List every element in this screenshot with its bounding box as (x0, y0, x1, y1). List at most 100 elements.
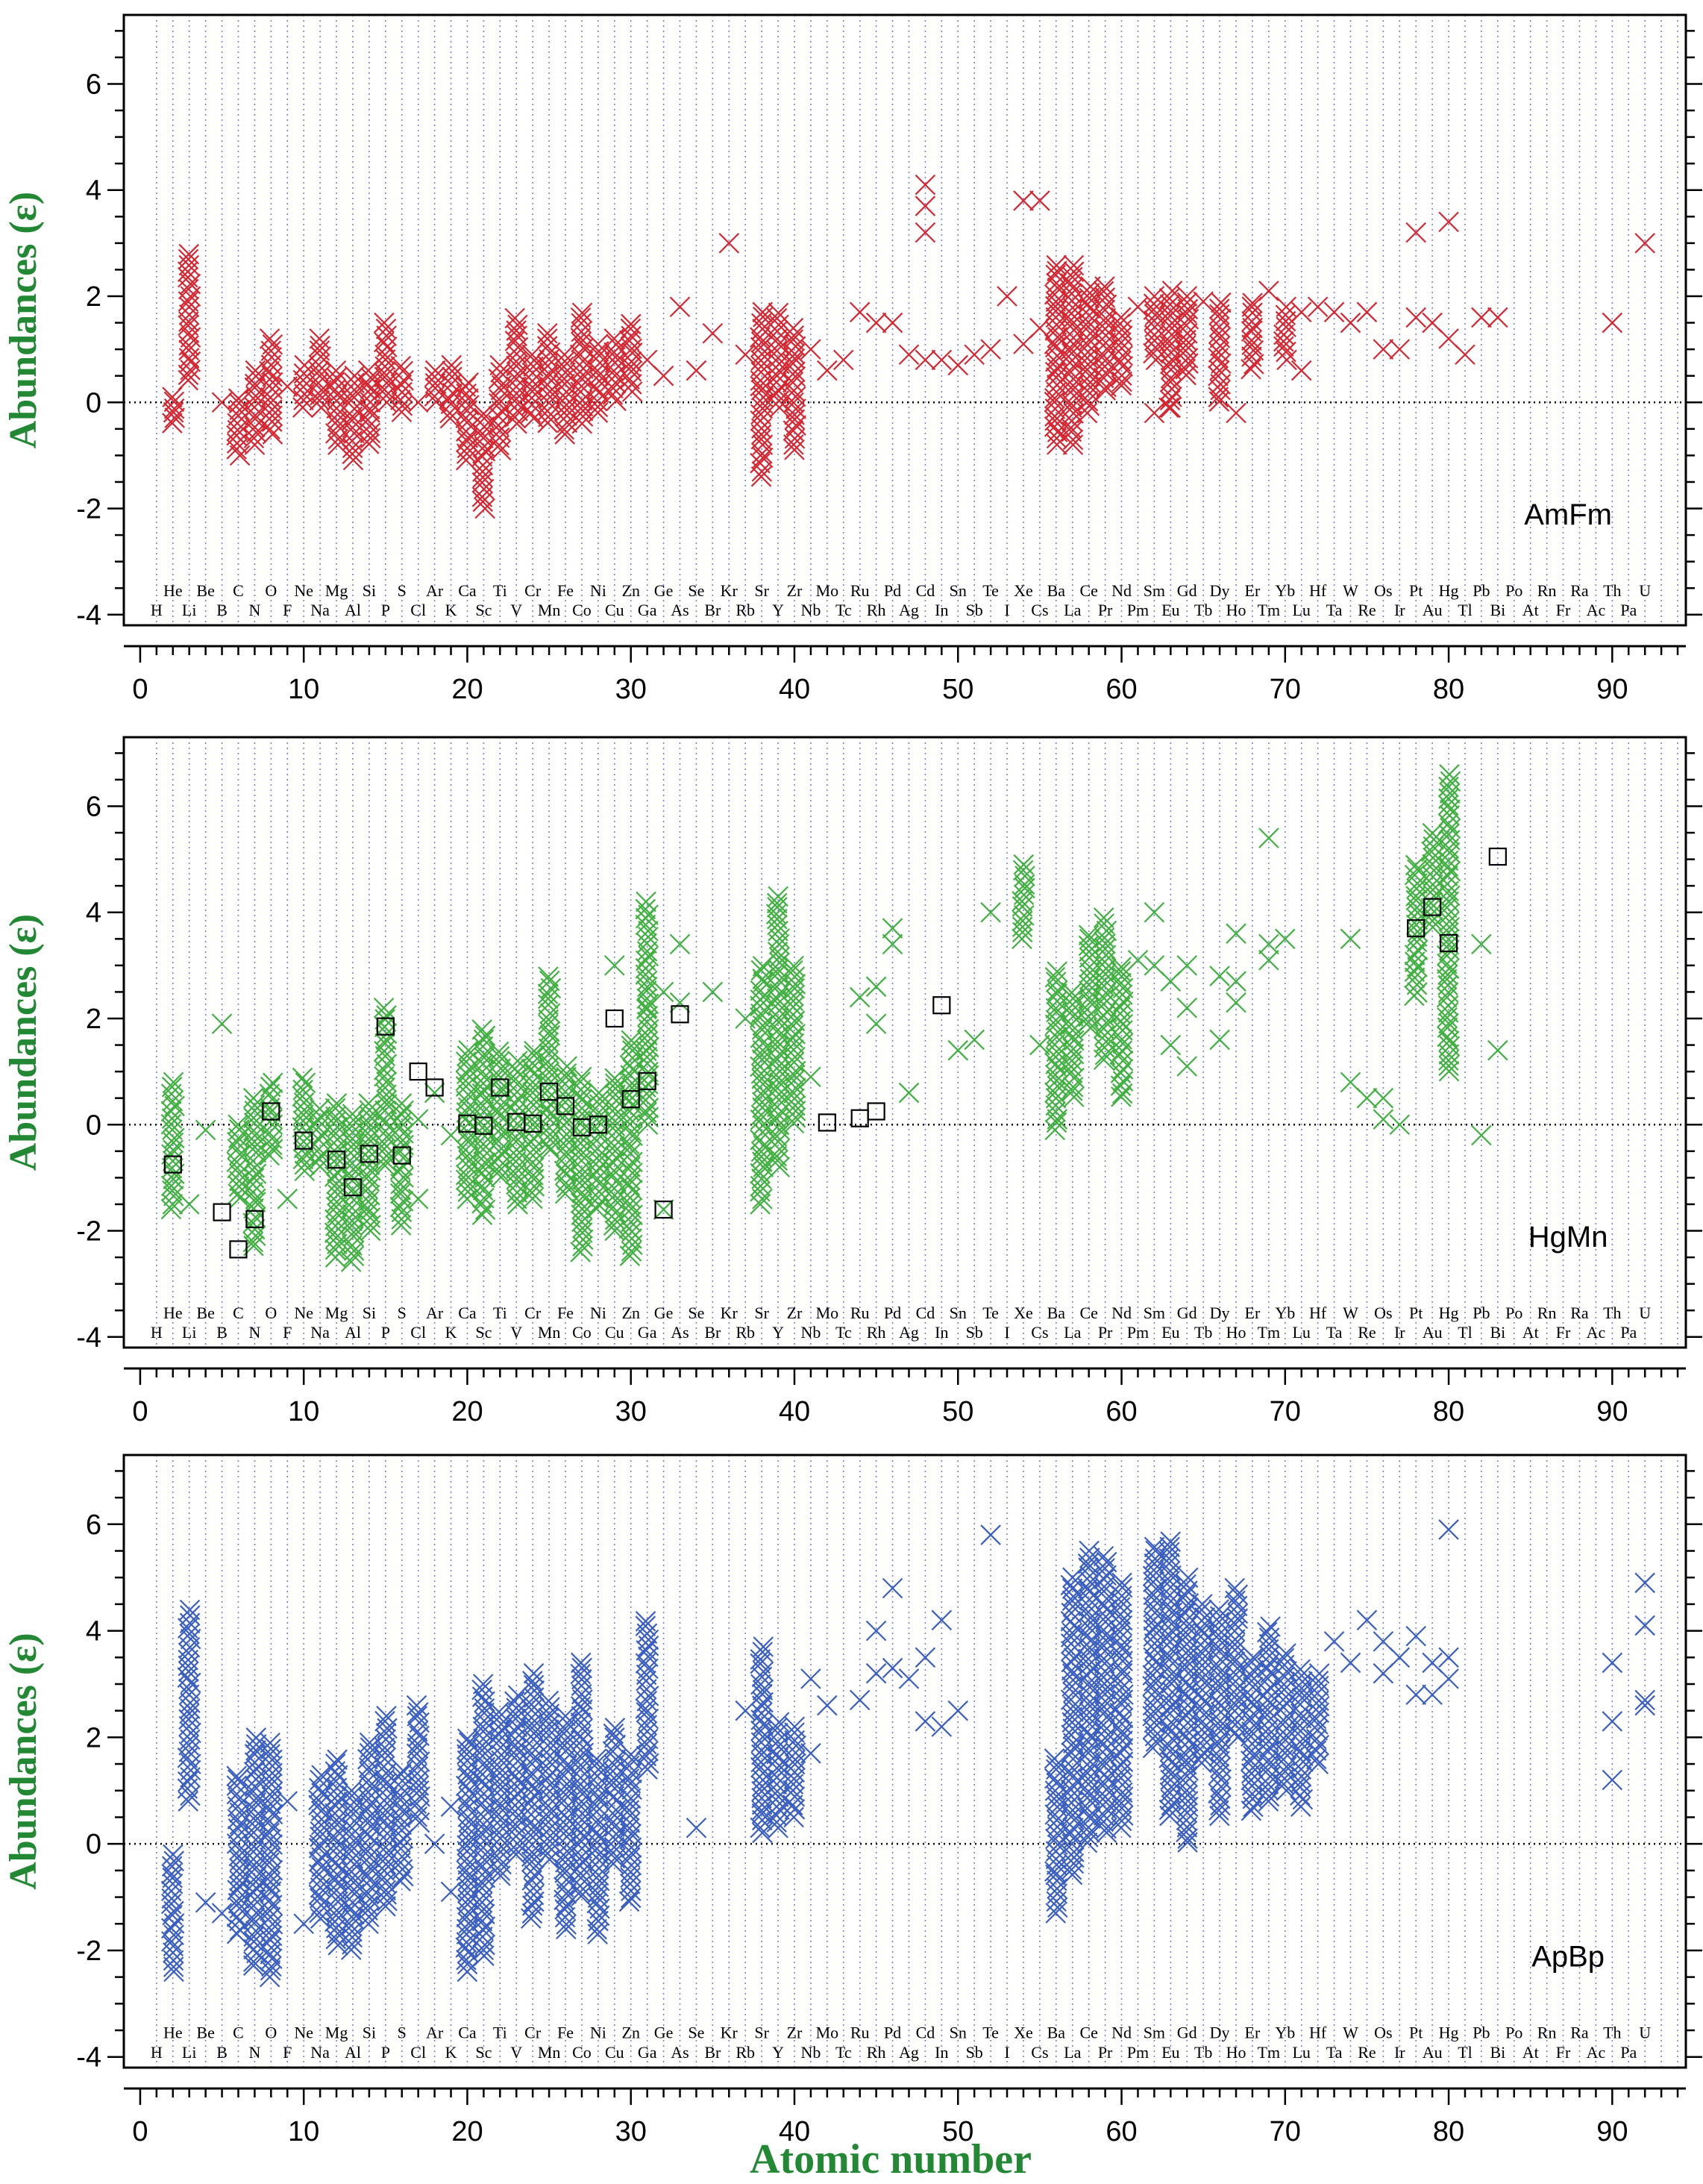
data-point (228, 1845, 250, 1867)
data-point (179, 1703, 200, 1724)
element-label: Sr (754, 2024, 769, 2042)
data-point (1061, 1659, 1082, 1681)
element-label: Li (182, 1323, 197, 1342)
data-point (635, 1611, 656, 1632)
element-label: Ar (426, 2024, 444, 2042)
data-point (292, 1148, 314, 1170)
data-point (457, 1728, 478, 1750)
data-point (622, 1125, 643, 1146)
data-point (1276, 1686, 1296, 1708)
data-point (1240, 1750, 1261, 1771)
data-point (377, 337, 398, 357)
data-point (325, 422, 346, 444)
data-point (1044, 1804, 1065, 1825)
element-label: Rb (736, 601, 755, 619)
data-point (1044, 416, 1065, 437)
data-point (506, 1174, 527, 1195)
data-point (636, 1679, 657, 1700)
data-point (604, 1727, 625, 1748)
element-label: Ti (493, 2024, 507, 2042)
data-point (324, 1753, 346, 1774)
data-point (181, 1722, 201, 1744)
element-label: Be (196, 2024, 214, 2042)
element-label: Cd (916, 581, 935, 600)
data-point (1373, 1109, 1394, 1130)
data-point (849, 986, 871, 1008)
data-point (164, 1095, 185, 1117)
data-point (571, 1150, 592, 1171)
data-point (327, 1873, 348, 1894)
data-point (1158, 288, 1180, 309)
element-label: Sn (950, 1304, 967, 1322)
element-label: Lu (1292, 2043, 1310, 2062)
data-point (1276, 349, 1297, 371)
data-point (603, 1853, 624, 1874)
data-point (277, 376, 298, 397)
element-label: Tb (1194, 601, 1212, 619)
data-point (621, 313, 642, 335)
data-point (1046, 367, 1067, 388)
data-point (1094, 319, 1116, 340)
element-label: Eu (1161, 601, 1179, 619)
data-point (389, 1807, 411, 1828)
data-point (358, 1788, 379, 1809)
data-point (1079, 957, 1100, 977)
data-point (1094, 276, 1115, 297)
element-label: Po (1505, 581, 1522, 600)
data-point (571, 331, 592, 353)
data-point (163, 1071, 184, 1093)
data-point (1471, 933, 1492, 955)
element-label: Ce (1079, 581, 1097, 600)
data-point (1421, 841, 1442, 863)
data-point (1077, 390, 1099, 412)
data-point (669, 933, 691, 955)
data-point (260, 1881, 282, 1902)
element-label: Cs (1031, 2043, 1048, 2062)
data-point (931, 1716, 953, 1737)
data-point (571, 1683, 592, 1705)
data-point (571, 369, 593, 389)
data-point (1356, 1087, 1378, 1109)
data-point (1061, 1651, 1082, 1673)
x-tick-label: 50 (942, 2116, 973, 2147)
data-point (260, 1744, 280, 1765)
data-point (1111, 371, 1132, 392)
data-point (488, 369, 509, 389)
data-point (1290, 1740, 1311, 1762)
data-point (769, 1060, 791, 1082)
data-point (1176, 1615, 1198, 1637)
data-point (489, 1045, 510, 1067)
data-point (915, 1711, 936, 1732)
data-point (177, 1618, 198, 1639)
y-tick-label: 6 (86, 69, 101, 100)
data-point (782, 353, 803, 374)
data-point (1110, 961, 1132, 982)
element-label: Rn (1537, 581, 1557, 600)
element-label: Ag (899, 1323, 919, 1342)
element-label: U (1639, 581, 1651, 600)
data-point (1276, 1643, 1296, 1664)
data-point (359, 1100, 380, 1121)
data-point (1241, 321, 1262, 342)
data-point (324, 1803, 345, 1824)
data-point (1060, 1822, 1082, 1844)
element-label: Pd (884, 581, 901, 600)
data-point (621, 1030, 642, 1051)
data-point (1095, 380, 1116, 401)
data-point (1109, 996, 1131, 1018)
box-point (295, 1131, 313, 1150)
y-axis: -4 -2 0 2 4 6 (76, 752, 1702, 1354)
data-point (784, 1716, 806, 1737)
data-point (520, 1908, 542, 1929)
data-point (1111, 1792, 1132, 1814)
data-point (242, 1841, 264, 1862)
data-point (1044, 387, 1065, 409)
data-point (570, 1815, 592, 1837)
box-point (589, 1116, 607, 1134)
element-label: Nb (800, 2043, 821, 2062)
data-point (800, 339, 821, 360)
x-tick-label: 50 (942, 1396, 973, 1427)
data-point (1258, 827, 1279, 848)
element-label: Xe (1014, 2024, 1033, 2042)
data-point (178, 322, 200, 343)
